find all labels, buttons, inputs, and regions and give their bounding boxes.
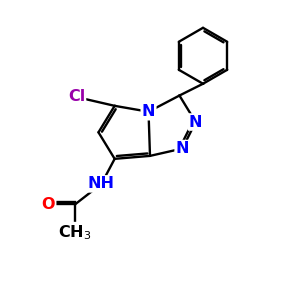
Text: CH$_3$: CH$_3$ [58, 223, 92, 242]
Text: O: O [42, 197, 55, 212]
Text: N: N [142, 104, 155, 119]
Text: Cl: Cl [68, 89, 85, 104]
Text: N: N [176, 141, 189, 156]
Text: N: N [189, 115, 202, 130]
Text: NH: NH [88, 176, 115, 191]
